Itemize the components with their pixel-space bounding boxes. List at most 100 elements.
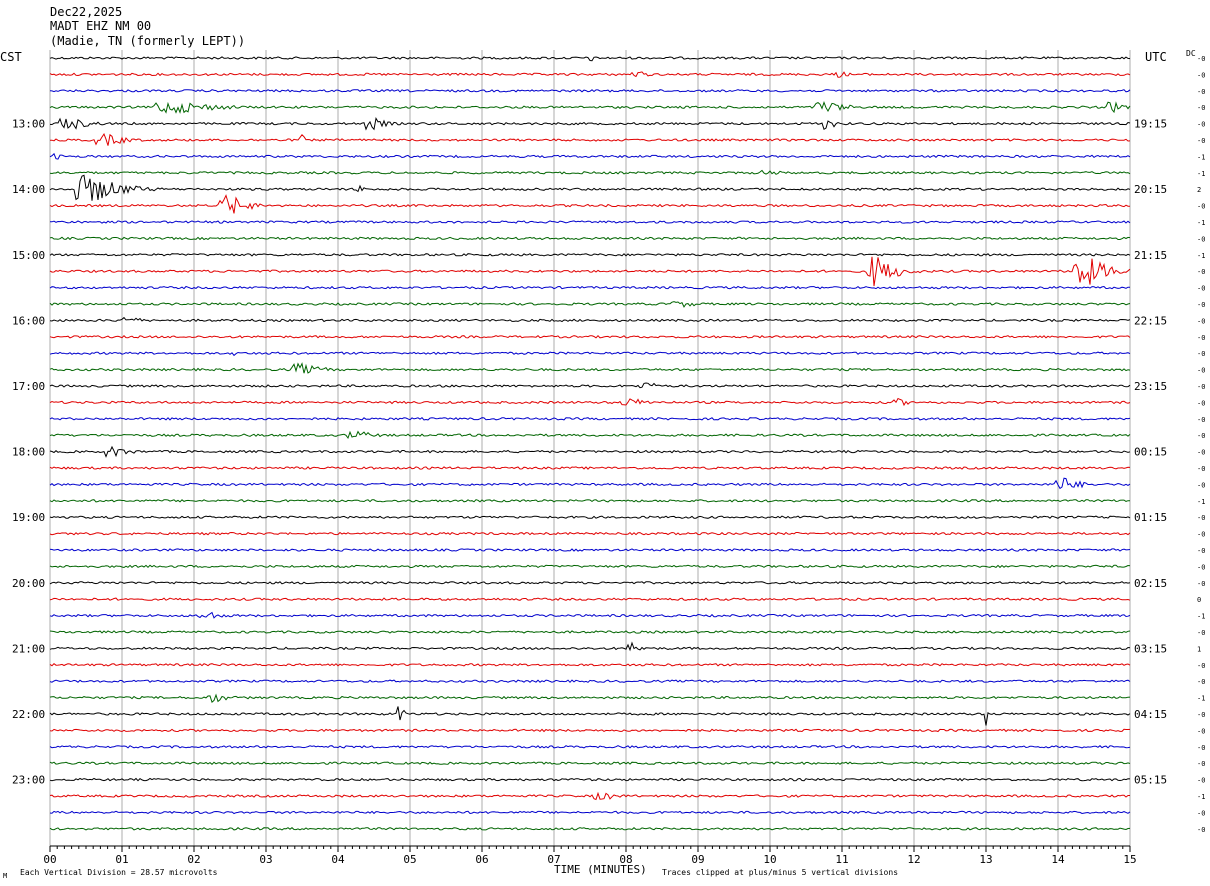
x-tick-label: 15 [1123, 853, 1136, 866]
x-tick-label: 00 [43, 853, 56, 866]
utc-hour-label: 19:15 [1134, 118, 1167, 131]
dc-offset-value: -0 [1197, 383, 1205, 391]
x-tick-label: 05 [403, 853, 416, 866]
trace-line [49, 630, 1131, 634]
trace-line [49, 169, 1131, 175]
trace-line [49, 417, 1131, 421]
dc-offset-value: -0 [1197, 809, 1205, 817]
utc-hour-label: 00:15 [1134, 446, 1167, 459]
x-tick-label: 01 [115, 853, 128, 866]
dc-offset-value: -1 [1197, 498, 1205, 506]
footer-scale-note: Each Vertical Division = 28.57 microvolt… [20, 868, 218, 877]
trace-line [49, 761, 1131, 766]
dc-offset-value: -0 [1197, 235, 1205, 243]
utc-hour-label: 01:15 [1134, 511, 1167, 524]
trace-line [49, 351, 1131, 357]
dc-offset-value: 0 [1197, 596, 1201, 604]
dc-offset-values: -0 -0 -0 -0 -0 -0 -1 -1 2 -0 -1 -0 -1 -0 -0 -0 -0 -0 -0 -0 -… [1197, 55, 1205, 834]
dc-offset-value: -0 [1197, 334, 1205, 342]
trace-line [49, 194, 1130, 214]
trace-line [49, 693, 1131, 703]
header-location: (Madie, TN (formerly LEPT)) [50, 34, 245, 48]
seismic-traces [49, 56, 1131, 831]
utc-hour-label: 20:15 [1134, 183, 1167, 196]
dc-offset-value: -0 [1197, 514, 1205, 522]
trace-line [49, 56, 1131, 62]
dc-offset-value: -0 [1197, 744, 1205, 752]
trace-line [49, 728, 1131, 733]
trace-line [49, 581, 1131, 585]
trace-line [49, 597, 1131, 601]
dc-offset-value: -0 [1197, 678, 1205, 686]
trace-line [49, 827, 1131, 831]
dc-offset-value: 1 [1197, 645, 1201, 653]
dc-offset-value: -0 [1197, 416, 1205, 424]
cst-hour-label: 15:00 [12, 249, 45, 262]
header-date: Dec22,2025 [50, 5, 122, 19]
dc-offset-value: -0 [1197, 777, 1205, 785]
left-axis-label: CST [0, 50, 22, 64]
trace-line [49, 89, 1131, 93]
dc-offset-value: -0 [1197, 399, 1205, 407]
right-axis-label: UTC [1145, 50, 1167, 64]
dc-offset-value: -0 [1197, 711, 1205, 719]
x-tick-label: 09 [691, 853, 704, 866]
trace-line [49, 611, 1131, 619]
utc-hour-label: 21:15 [1134, 249, 1167, 262]
cst-hour-label: 20:00 [12, 577, 45, 590]
trace-line [49, 236, 1131, 241]
x-tick-label: 11 [835, 853, 848, 866]
dc-offset-value: -0 [1197, 55, 1205, 63]
trace-line [49, 499, 1131, 503]
cst-hour-label: 16:00 [12, 314, 45, 327]
x-tick-label: 06 [475, 853, 488, 866]
dc-offset-value: -0 [1197, 367, 1205, 375]
x-axis: 00 01 02 03 04 05 06 07 08 09 10 11 12 13 14 15 [43, 845, 1137, 866]
dc-offset-value: -0 [1197, 350, 1205, 358]
x-tick-label: 14 [1051, 853, 1065, 866]
utc-hour-label: 03:15 [1134, 642, 1167, 655]
cst-hour-label: 13:00 [12, 118, 45, 131]
dc-offset-value: -1 [1197, 170, 1205, 178]
x-tick-label: 10 [763, 853, 776, 866]
trace-line [49, 791, 1130, 801]
trace-line [49, 362, 1131, 374]
x-tick-label: 13 [979, 853, 992, 866]
trace-line [49, 256, 1131, 287]
x-tick-label: 04 [331, 853, 345, 866]
trace-line [49, 531, 1131, 536]
x-tick-label: 03 [259, 853, 272, 866]
dc-offset-value: -0 [1197, 432, 1205, 440]
dc-offset-value: -0 [1197, 563, 1205, 571]
dc-offset-value: -0 [1197, 580, 1205, 588]
dc-offset-value: -0 [1197, 268, 1205, 276]
cst-hour-label: 22:00 [12, 708, 45, 721]
footer-clip-note: Traces clipped at plus/minus 5 vertical … [662, 868, 898, 877]
trace-line [49, 445, 1131, 458]
utc-hour-label: 22:15 [1134, 314, 1167, 327]
dc-offset-value: -0 [1197, 662, 1205, 670]
minute-gridlines [49, 50, 1131, 846]
trace-line [49, 101, 1131, 114]
utc-hour-label: 05:15 [1134, 774, 1167, 787]
x-tick-label: 07 [547, 853, 560, 866]
cst-hour-label: 21:00 [12, 642, 45, 655]
trace-line [49, 253, 1131, 257]
dc-offset-value: -0 [1197, 547, 1205, 555]
trace-line [49, 564, 1131, 569]
utc-hour-label: 04:15 [1134, 708, 1167, 721]
trace-line [49, 745, 1131, 749]
dc-offset-value: -1 [1197, 613, 1205, 621]
x-axis-title: TIME (MINUTES) [554, 863, 647, 876]
dc-offset-value: -0 [1197, 760, 1205, 768]
dc-offset-value: -0 [1197, 88, 1205, 96]
trace-line [49, 152, 1131, 160]
utc-time-labels: 19:15 20:15 21:15 22:15 23:15 00:15 01:15 02:15… [1134, 118, 1167, 787]
trace-line [49, 515, 1131, 519]
dc-offset-value: -1 [1197, 153, 1205, 161]
dc-offset-value: -1 [1197, 793, 1205, 801]
trace-line [49, 116, 1131, 131]
dc-offset-value: -0 [1197, 531, 1205, 539]
trace-line [49, 382, 1131, 389]
